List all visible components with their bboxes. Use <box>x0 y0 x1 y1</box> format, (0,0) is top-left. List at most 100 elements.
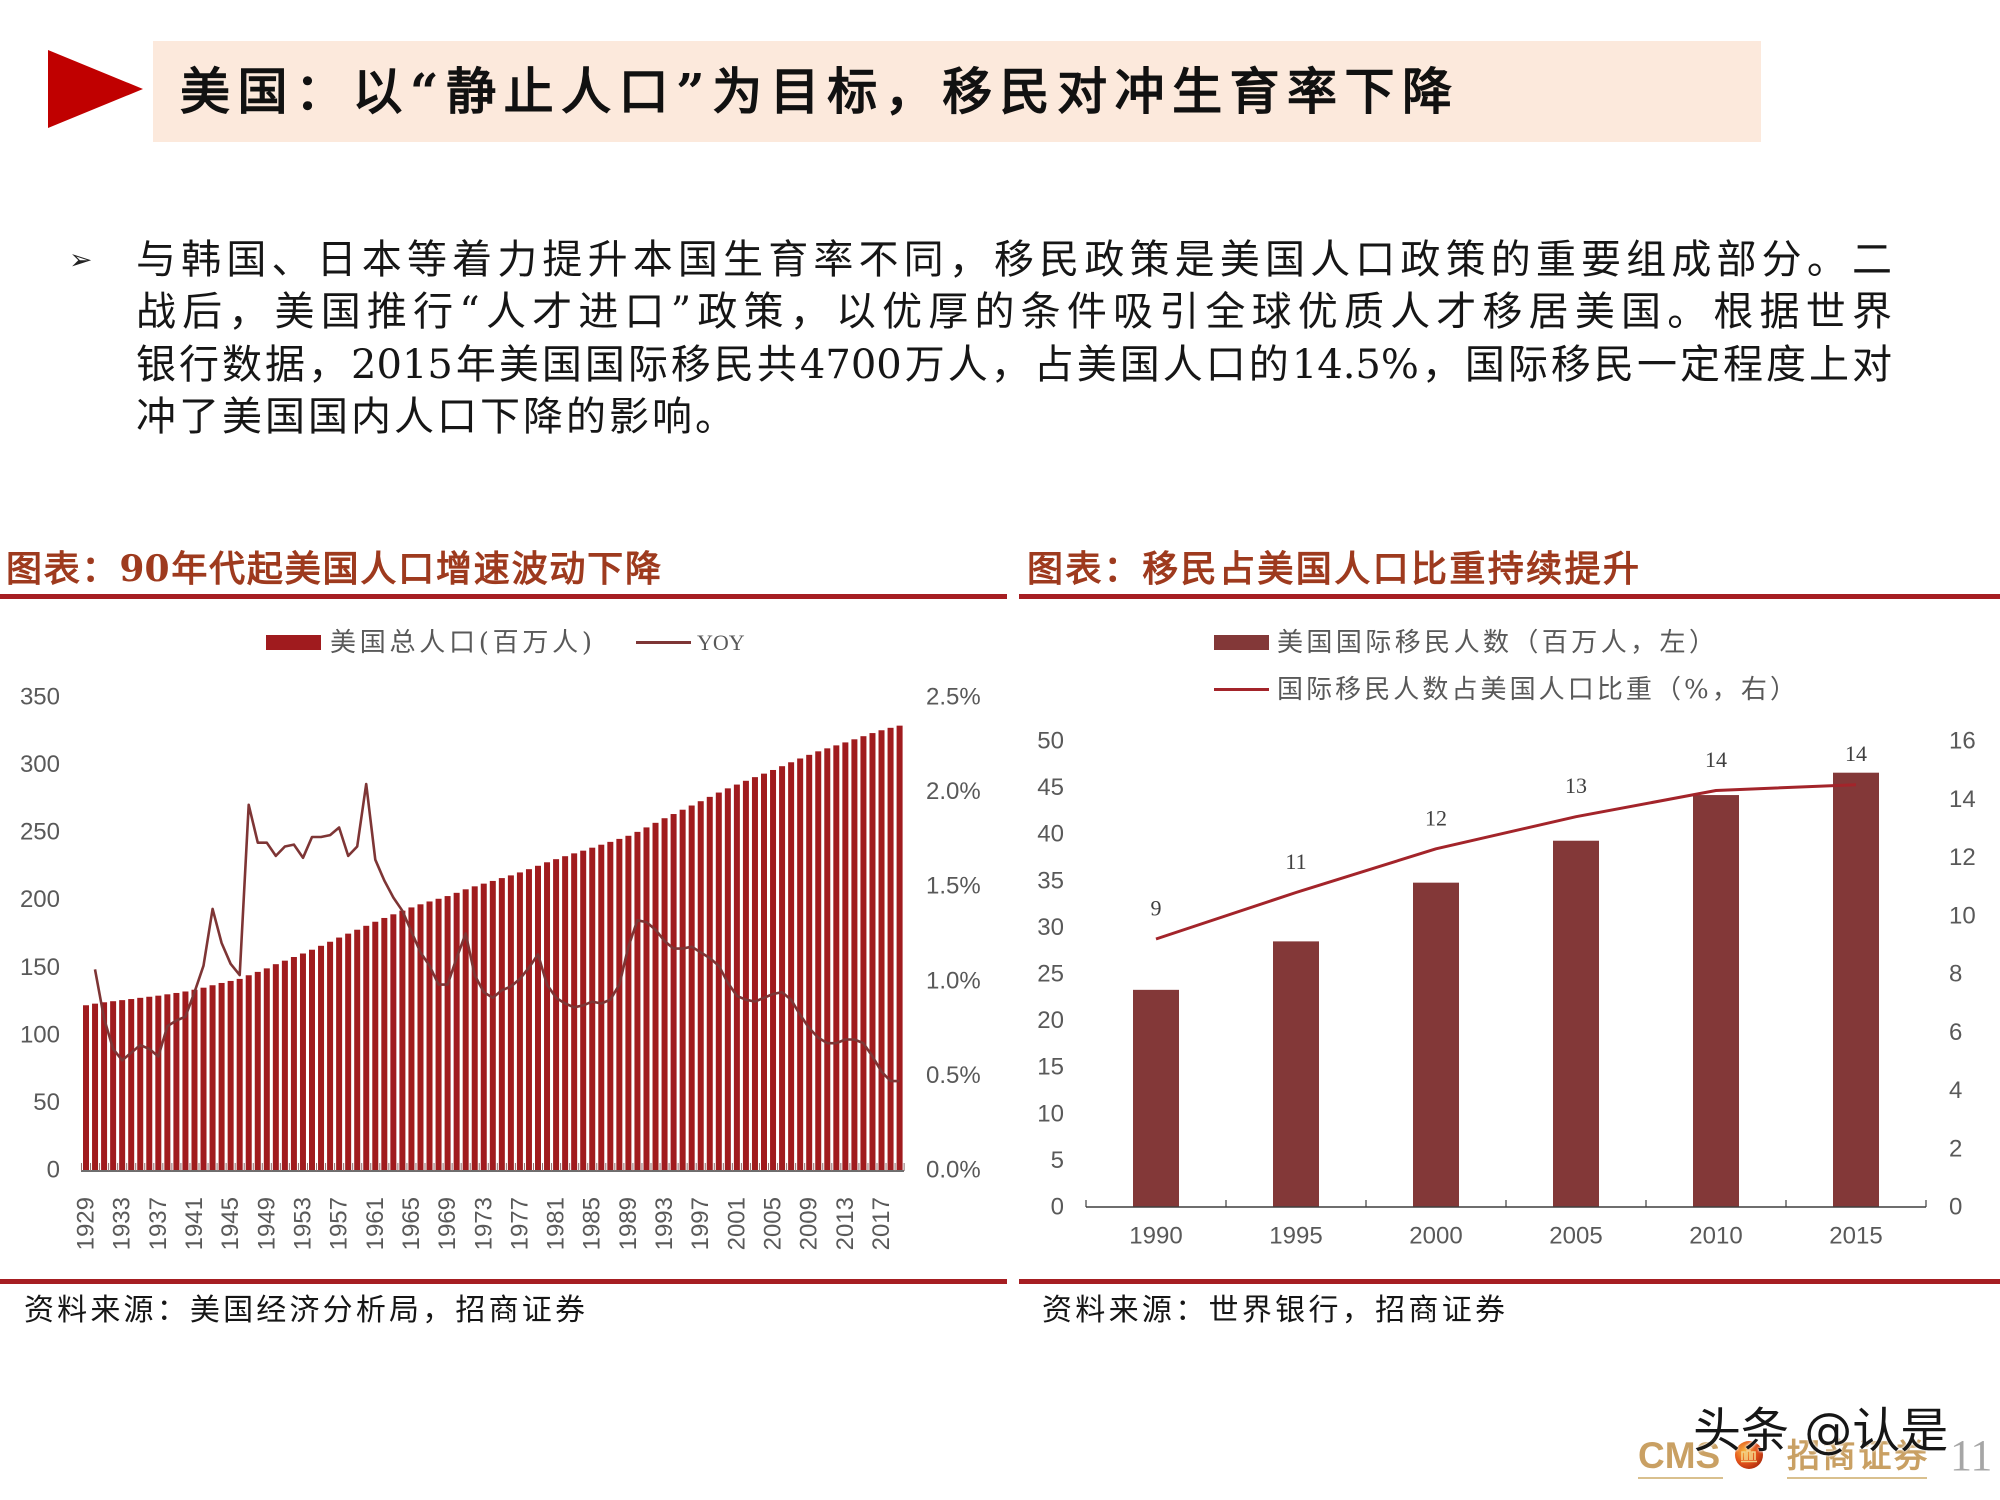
population-bar <box>408 907 415 1170</box>
y-right-tick-label: 2.0% <box>926 778 981 805</box>
population-bar <box>770 769 777 1170</box>
share-data-label: 11 <box>1285 849 1306 874</box>
y-right-tick-label: 1.0% <box>926 967 981 994</box>
x-tick-label: 1957 <box>326 1197 353 1250</box>
population-bar <box>589 847 596 1170</box>
y-left-tick-label: 0 <box>1051 1194 1064 1221</box>
x-tick-label: 2015 <box>1829 1223 1882 1250</box>
left-chart-source: 资料来源：美国经济分析局，招商证券 <box>24 1293 585 1328</box>
y-left-tick-label: 25 <box>1037 961 1064 988</box>
x-tick-label: 1929 <box>73 1197 100 1250</box>
x-tick-label: 1989 <box>615 1197 642 1250</box>
slide-title-banner <box>153 41 1761 142</box>
body-text-line: 冲了美国国内人口下降的影响。 <box>136 394 738 440</box>
population-bar <box>227 980 234 1170</box>
population-bar <box>742 780 749 1170</box>
population-bar <box>191 989 198 1170</box>
legend-label-yoy: YOY <box>697 630 745 655</box>
population-bars <box>83 725 903 1170</box>
population-bar <box>833 745 840 1170</box>
population-bar <box>254 971 261 1170</box>
share-line <box>1155 783 1857 941</box>
x-tick-label: 1965 <box>398 1197 425 1250</box>
y-left-tick-label: 200 <box>20 886 60 913</box>
x-tick-label: 1985 <box>579 1197 606 1250</box>
population-bar <box>137 997 144 1170</box>
x-tick-label: 2005 <box>1549 1223 1602 1250</box>
y-left-tick-label: 5 <box>1051 1147 1064 1174</box>
population-bar <box>553 859 560 1170</box>
immigrant-bar <box>1133 989 1179 1207</box>
y-left-tick-label: 250 <box>20 819 60 846</box>
y-right-tick-label: 0.0% <box>926 1157 981 1184</box>
immigrant-bar <box>1833 772 1879 1207</box>
population-bar <box>290 957 297 1170</box>
population-bar <box>345 933 352 1170</box>
x-tick-label: 2005 <box>760 1197 787 1250</box>
x-tick-label: 1969 <box>434 1197 461 1250</box>
x-tick-label: 2000 <box>1409 1223 1462 1250</box>
population-bar <box>390 914 397 1170</box>
watermark-text: 头条 @认是 <box>1693 1403 1949 1459</box>
share-data-label: 13 <box>1565 773 1587 798</box>
y-left-tick-label: 50 <box>1037 728 1064 755</box>
population-bar <box>788 762 795 1170</box>
population-bar <box>815 751 822 1170</box>
population-bar <box>779 766 786 1170</box>
population-growth-chart: 0 50 100 150 200 250 300 350 0.0% 0.5% 1.0% 1.5% 2.… <box>20 684 981 1251</box>
y-left-tick-label: 150 <box>20 954 60 981</box>
population-bar <box>761 773 767 1170</box>
population-bar <box>245 975 252 1170</box>
x-tick-label: 1973 <box>470 1197 497 1250</box>
population-bar <box>661 818 668 1170</box>
cms-logo-chinese-name: 招商证券 <box>1787 1436 1927 1475</box>
x-tick-label: 1945 <box>217 1197 244 1250</box>
immigrant-bar <box>1693 795 1739 1207</box>
population-bar <box>381 917 388 1170</box>
y-right-tick-label: 0.5% <box>926 1062 981 1089</box>
y-axis-left-labels: 0 50 100 150 200 250 300 350 <box>20 684 60 1184</box>
y-left-tick-label: 0 <box>47 1157 60 1184</box>
population-bar <box>399 910 406 1170</box>
y-axis-left-labels: 0 5 10 15 20 25 30 35 40 45 50 <box>1037 728 1064 1221</box>
population-bar <box>236 978 243 1170</box>
cms-logo-text: CMS <box>1638 1435 1721 1476</box>
yoy-line <box>93 782 900 1083</box>
y-left-tick-label: 30 <box>1037 914 1064 941</box>
population-bar <box>155 995 162 1170</box>
population-bar <box>516 872 523 1170</box>
population-bar <box>417 904 424 1170</box>
red-triangle-arrow-icon <box>48 50 143 128</box>
population-bar <box>101 1002 108 1170</box>
population-bar <box>128 999 135 1170</box>
right-source-divider <box>1019 1279 2000 1284</box>
population-bar <box>435 898 442 1170</box>
share-data-labels: 9 11 12 13 14 14 <box>1151 741 1868 920</box>
population-bar <box>806 754 813 1170</box>
population-bar <box>471 886 478 1170</box>
population-bar <box>860 736 867 1170</box>
population-bar <box>887 727 894 1170</box>
share-data-label: 14 <box>1705 747 1727 772</box>
y-right-tick-label: 0 <box>1949 1194 1962 1221</box>
immigrant-bar <box>1553 840 1599 1207</box>
y-left-tick-label: 15 <box>1037 1054 1064 1081</box>
population-bar <box>83 1005 89 1170</box>
y-left-tick-label: 35 <box>1037 867 1064 894</box>
y-axis-right-labels: 0 2 4 6 8 10 12 14 16 <box>1949 728 1976 1221</box>
page-number: 11 <box>1950 1431 1993 1480</box>
population-bar <box>426 901 433 1170</box>
population-bar <box>607 841 614 1170</box>
population-bar <box>544 862 551 1170</box>
x-tick-label: 1937 <box>145 1197 172 1250</box>
y-right-tick-label: 8 <box>1949 961 1962 988</box>
population-bar <box>824 748 831 1170</box>
body-text-line: 与韩国、日本等着力提升本国生育率不同，移民政策是美国人口政策的重要组成部分。二 <box>136 237 1892 283</box>
population-bar <box>643 827 650 1170</box>
y-left-tick-label: 50 <box>33 1089 60 1116</box>
x-tick-label: 2013 <box>832 1197 859 1250</box>
legend-swatch-share-line <box>1214 688 1269 691</box>
share-data-label: 9 <box>1151 896 1162 921</box>
y-right-tick-label: 14 <box>1949 786 1976 813</box>
population-bar <box>372 921 379 1170</box>
